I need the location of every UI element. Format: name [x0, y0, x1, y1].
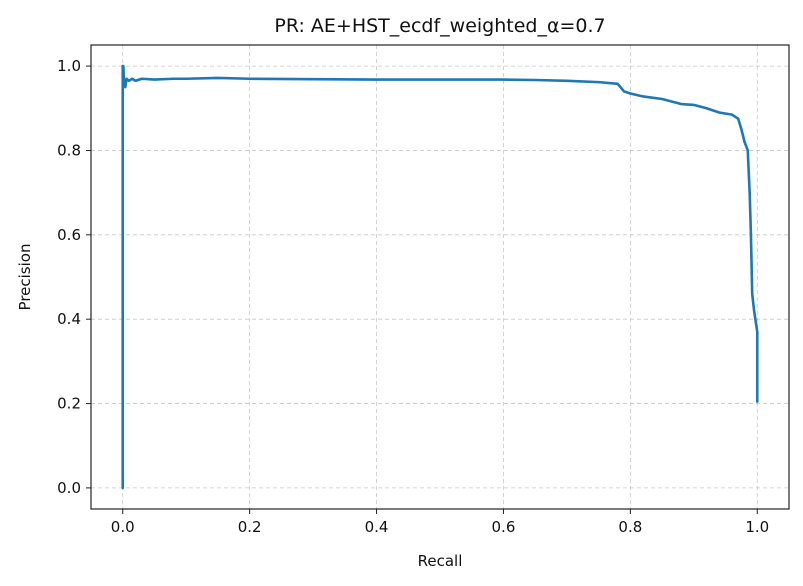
y-tick-label-0: 0.0: [57, 479, 81, 497]
y-tick-label-5: 1.0: [57, 57, 81, 75]
ticks-layer: 0.0 0.2 0.4 0.6 0.8 1.0 0.0 0.2 0.4 0.6 0.8 1.0: [57, 57, 769, 536]
x-axis-label: Recall: [418, 552, 463, 570]
y-tick-label-2: 0.4: [57, 310, 81, 328]
series-layer: [121, 64, 759, 490]
chart-title: PR: AE+HST_ecdf_weighted_α=0.7: [274, 15, 605, 37]
x-tick-label-3: 0.6: [492, 518, 516, 536]
y-tick-label-4: 0.8: [57, 141, 81, 159]
x-tick-label-0: 0.0: [111, 518, 135, 536]
plot-frame: [90, 44, 790, 510]
x-tick-label-1: 0.2: [238, 518, 262, 536]
y-tick-label-3: 0.6: [57, 226, 81, 244]
x-tick-label-4: 0.8: [618, 518, 642, 536]
x-tick-label-2: 0.4: [365, 518, 389, 536]
pr-curve-line-0: [121, 64, 759, 490]
grid-layer: [91, 45, 789, 509]
y-tick-label-1: 0.2: [57, 395, 81, 413]
x-tick-label-5: 1.0: [745, 518, 769, 536]
y-axis-label: Precision: [16, 244, 34, 311]
